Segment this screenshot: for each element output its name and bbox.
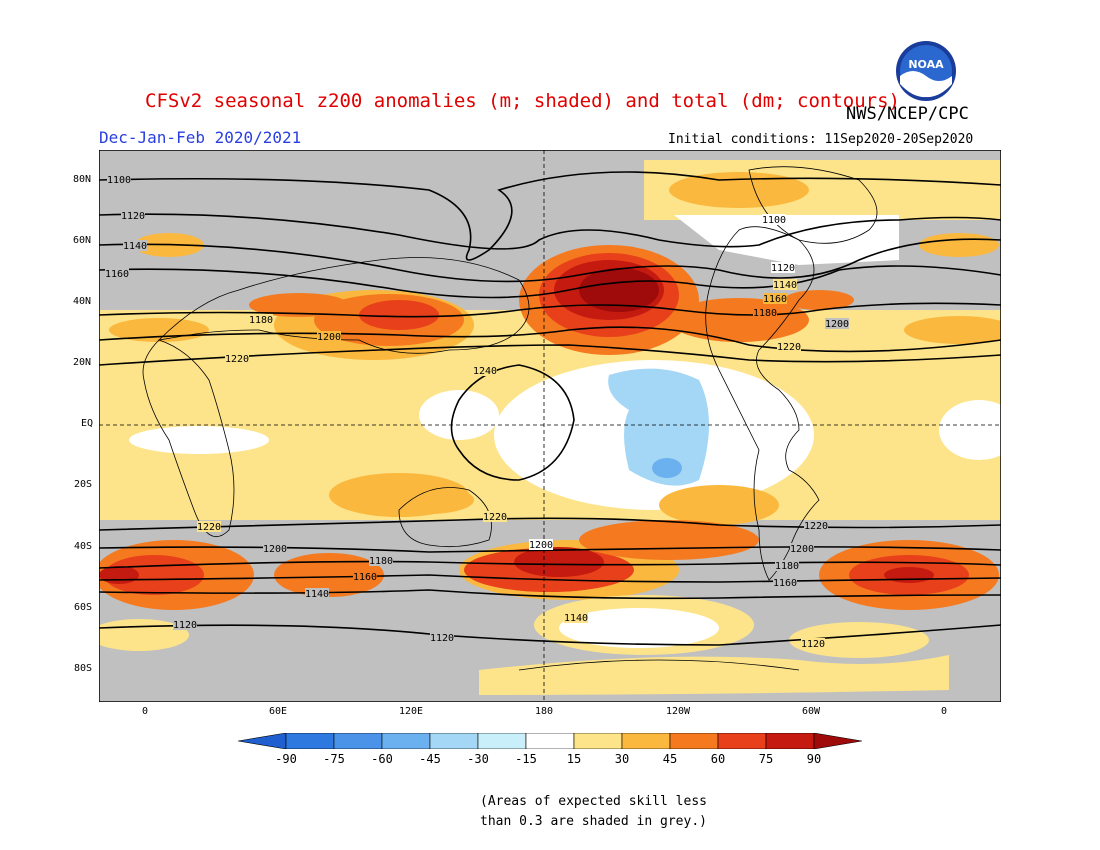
colorbar-label: 60 bbox=[710, 752, 726, 766]
lat-label: 20S bbox=[74, 479, 93, 490]
colorbar bbox=[237, 732, 863, 750]
colorbar-swatch bbox=[525, 732, 575, 750]
contour-label: 1220 bbox=[777, 342, 801, 353]
lat-label: 40N bbox=[73, 296, 92, 307]
colorbar-label: -60 bbox=[371, 752, 393, 766]
colorbar-label: -15 bbox=[515, 752, 537, 766]
contour-label: 1220 bbox=[804, 521, 828, 532]
contour-label: 1160 bbox=[105, 269, 129, 280]
lat-label: 60N bbox=[73, 235, 92, 246]
contour-label: 1120 bbox=[430, 633, 454, 644]
lat-label: 60S bbox=[74, 602, 93, 613]
anomaly-map: 1100 1120 1140 1160 1180 1200 1220 1240 … bbox=[99, 150, 1001, 702]
contour-label: 1160 bbox=[353, 572, 377, 583]
contour-label: 1140 bbox=[123, 241, 147, 252]
noaa-logo: NOAA bbox=[895, 40, 957, 102]
lon-label: 120E bbox=[398, 706, 424, 717]
colorbar-swatch bbox=[813, 732, 863, 750]
skill-note: (Areas of expected skill less than 0.3 a… bbox=[480, 792, 707, 832]
contour-label: 1220 bbox=[197, 522, 221, 533]
contour-label: 1200 bbox=[529, 540, 553, 551]
contour-label: 1120 bbox=[173, 620, 197, 631]
skill-note-line: (Areas of expected skill less bbox=[480, 794, 707, 809]
contour-label: 1120 bbox=[771, 263, 795, 274]
lat-label: 40S bbox=[74, 541, 93, 552]
agency-label: NWS/NCEP/CPC bbox=[846, 104, 969, 124]
contour-label: 1200 bbox=[263, 544, 287, 555]
colorbar-swatch bbox=[429, 732, 479, 750]
contour-label: 1100 bbox=[107, 175, 131, 186]
contour-label: 1220 bbox=[225, 354, 249, 365]
contour-label: 1140 bbox=[564, 613, 588, 624]
colorbar-label: 30 bbox=[614, 752, 630, 766]
lon-label: 60W bbox=[801, 706, 821, 717]
colorbar-swatch bbox=[765, 732, 815, 750]
lat-label: EQ bbox=[81, 418, 94, 429]
contour-label: 1160 bbox=[763, 294, 787, 305]
contour-label: 1120 bbox=[801, 639, 825, 650]
contour-label: 1180 bbox=[775, 561, 799, 572]
contour-label: 1100 bbox=[762, 215, 786, 226]
initial-conditions-label: Initial conditions: 11Sep2020-20Sep2020 bbox=[668, 132, 974, 147]
skill-note-line: than 0.3 are shaded in grey.) bbox=[480, 814, 707, 829]
map-title: CFSv2 seasonal z200 anomalies (m; shaded… bbox=[145, 90, 900, 112]
colorbar-label: -90 bbox=[275, 752, 297, 766]
lon-label: 0 bbox=[141, 706, 149, 717]
colorbar-swatch bbox=[285, 732, 335, 750]
colorbar-label: 45 bbox=[662, 752, 678, 766]
colorbar-swatch bbox=[237, 732, 287, 750]
lon-label: 0 bbox=[940, 706, 948, 717]
colorbar-swatch bbox=[621, 732, 671, 750]
lon-label: 180 bbox=[534, 706, 554, 717]
colorbar-swatch bbox=[669, 732, 719, 750]
colorbar-label: -75 bbox=[323, 752, 345, 766]
lon-label: 120W bbox=[665, 706, 691, 717]
season-label: Dec-Jan-Feb 2020/2021 bbox=[99, 128, 302, 147]
colorbar-swatch bbox=[333, 732, 383, 750]
colorbar-swatch bbox=[573, 732, 623, 750]
contour-label: 1180 bbox=[249, 315, 273, 326]
contour-label: 1200 bbox=[317, 332, 341, 343]
svg-text:NOAA: NOAA bbox=[908, 58, 944, 71]
lat-label: 80N bbox=[73, 174, 92, 185]
contour-label: 1180 bbox=[369, 556, 393, 567]
colorbar-swatch bbox=[381, 732, 431, 750]
contour-label: 1240 bbox=[473, 366, 497, 377]
contour-label: 1140 bbox=[305, 589, 329, 600]
colorbar-label: -30 bbox=[467, 752, 489, 766]
lon-label: 60E bbox=[268, 706, 288, 717]
lat-label: 20N bbox=[73, 357, 92, 368]
contour-label: 1180 bbox=[753, 308, 777, 319]
contour-label: 1140 bbox=[773, 280, 797, 291]
contour-label: 1200 bbox=[790, 544, 814, 555]
colorbar-swatch bbox=[717, 732, 767, 750]
lat-label: 80S bbox=[74, 663, 93, 674]
colorbar-label: 75 bbox=[758, 752, 774, 766]
colorbar-label: 90 bbox=[806, 752, 822, 766]
contour-label: 1120 bbox=[121, 211, 145, 222]
colorbar-label: 15 bbox=[566, 752, 582, 766]
contour-label: 1160 bbox=[773, 578, 797, 589]
contour-label: 1200 bbox=[825, 319, 849, 330]
contour-label: 1220 bbox=[483, 512, 507, 523]
colorbar-label: -45 bbox=[419, 752, 441, 766]
colorbar-swatch bbox=[477, 732, 527, 750]
